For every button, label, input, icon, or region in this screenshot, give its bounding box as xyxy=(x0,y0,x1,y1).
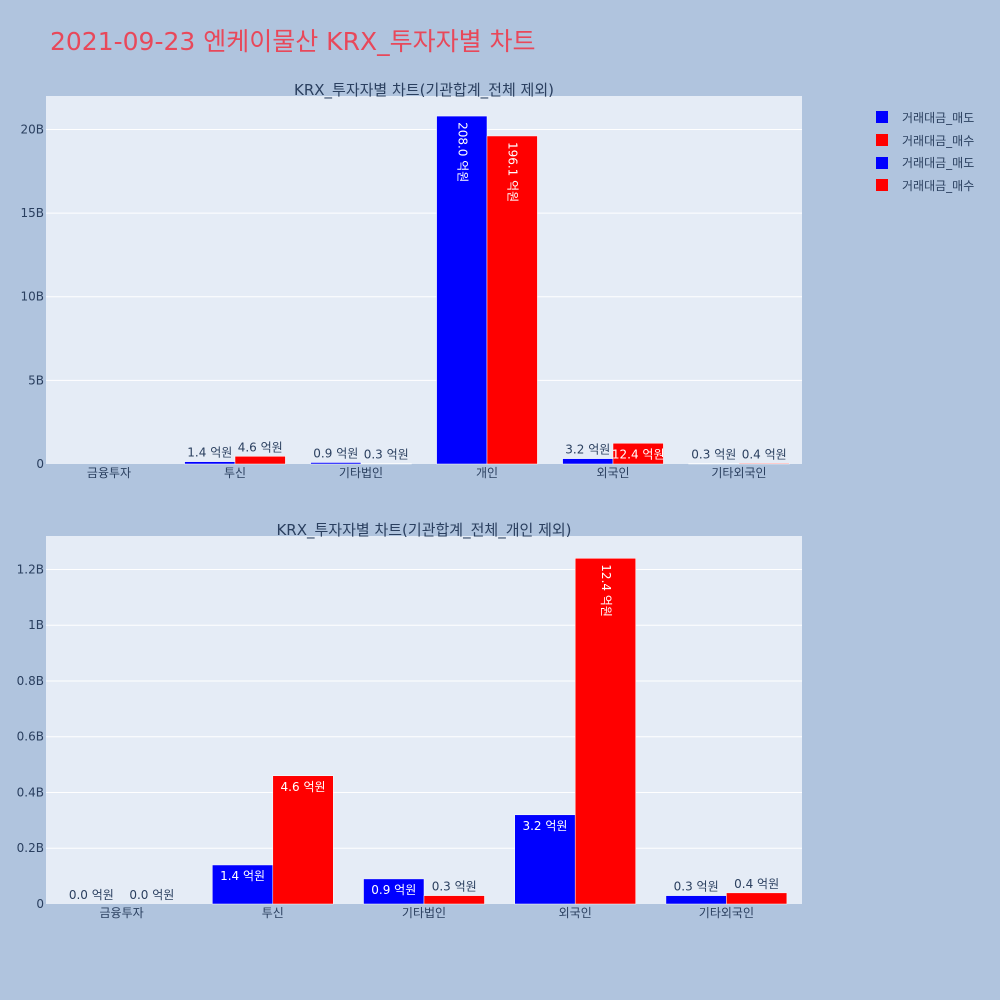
bar-value-label: 1.4 억원 xyxy=(220,869,265,883)
bar-sell[interactable] xyxy=(514,814,576,905)
x-tick-label: 외국인 xyxy=(559,906,592,920)
y-tick-label: 1B xyxy=(28,618,44,632)
legend-swatch-icon xyxy=(876,179,888,192)
legend[interactable]: 거래대금_매도 거래대금_매수 거래대금_매도 거래대금_매수 xyxy=(876,106,974,197)
x-tick-label: 기타외국인 xyxy=(699,906,754,920)
x-tick-label: 금융투자 xyxy=(87,466,131,480)
bar-value-label: 3.2 억원 xyxy=(522,819,567,833)
x-tick-label: 기타법인 xyxy=(402,906,446,920)
y-tick-label: 0.8B xyxy=(17,674,44,688)
bar-sell[interactable] xyxy=(436,115,488,465)
y-tick-label: 1.2B xyxy=(17,562,44,576)
x-tick-label: 금융투자 xyxy=(100,906,144,920)
y-tick-label: 0 xyxy=(36,457,44,471)
legend-label: 거래대금_매도 xyxy=(902,110,975,125)
bar-value-label: 208.0 억원 xyxy=(455,122,469,182)
bar-value-label: 0.3 억원 xyxy=(674,880,719,894)
legend-swatch-icon xyxy=(876,134,888,147)
legend-item-sell-1[interactable]: 거래대금_매도 xyxy=(876,106,974,129)
legend-item-buy-1[interactable]: 거래대금_매수 xyxy=(876,129,974,152)
bar-value-label: 1.4 억원 xyxy=(187,446,232,460)
bar-buy[interactable] xyxy=(486,135,538,465)
y-tick-label: 0.2B xyxy=(17,841,44,855)
bar-value-label: 0.3 억원 xyxy=(432,880,477,894)
bar-buy[interactable] xyxy=(612,443,664,465)
bar-sell[interactable] xyxy=(688,463,740,465)
y-tick-label: 5B xyxy=(28,373,44,387)
bar-sell[interactable] xyxy=(562,458,614,465)
subplot-title: KRX_투자자별 차트(기관합계_전체_개인 제외) xyxy=(276,521,571,540)
bar-value-label: 0.0 억원 xyxy=(69,888,114,902)
bar-buy[interactable] xyxy=(726,892,788,905)
bar-value-label: 0.9 억원 xyxy=(371,883,416,897)
bar-value-label: 12.4 억원 xyxy=(612,447,665,461)
legend-label: 거래대금_매수 xyxy=(902,133,975,148)
plot-area xyxy=(46,536,802,904)
x-tick-label: 투신 xyxy=(262,906,284,920)
x-tick-label: 외국인 xyxy=(596,466,629,480)
bar-value-label: 0.0 억원 xyxy=(129,888,174,902)
y-tick-label: 0 xyxy=(36,897,44,911)
subplot-title: KRX_투자자별 차트(기관합계_전체 제외) xyxy=(294,81,554,100)
x-tick-label: 개인 xyxy=(476,466,498,480)
bar-buy[interactable] xyxy=(360,463,412,465)
bar-buy[interactable] xyxy=(423,895,485,905)
x-tick-label: 기타외국인 xyxy=(711,466,766,480)
bar-sell[interactable] xyxy=(212,864,274,905)
bar-value-label: 12.4 억원 xyxy=(599,564,613,617)
bar-buy[interactable] xyxy=(738,463,790,465)
y-tick-label: 0.6B xyxy=(17,730,44,744)
bar-buy[interactable] xyxy=(234,456,286,465)
bar-sell[interactable] xyxy=(310,462,362,465)
bar-value-label: 3.2 억원 xyxy=(565,443,610,457)
y-tick-label: 20B xyxy=(20,122,44,136)
bar-value-label: 0.3 억원 xyxy=(364,447,409,461)
legend-item-sell-2[interactable]: 거래대금_매도 xyxy=(876,151,974,174)
legend-item-buy-2[interactable]: 거래대금_매수 xyxy=(876,174,974,197)
legend-swatch-icon xyxy=(876,111,888,124)
bar-value-label: 0.9 억원 xyxy=(313,446,358,460)
bar-sell[interactable] xyxy=(184,461,236,465)
y-tick-label: 15B xyxy=(20,206,44,220)
bar-value-label: 196.1 억원 xyxy=(506,142,520,202)
legend-label: 거래대금_매도 xyxy=(902,156,975,171)
bar-value-label: 0.4 억원 xyxy=(742,447,787,461)
y-tick-label: 0.4B xyxy=(17,785,44,799)
bar-sell[interactable] xyxy=(665,895,727,905)
bar-value-label: 4.6 억원 xyxy=(238,440,283,454)
x-tick-label: 투신 xyxy=(224,466,246,480)
bar-buy[interactable] xyxy=(574,558,636,905)
x-tick-label: 기타법인 xyxy=(339,466,383,480)
legend-label: 거래대금_매수 xyxy=(902,178,975,193)
bar-sell[interactable] xyxy=(363,878,425,905)
bar-value-label: 4.6 억원 xyxy=(281,780,326,794)
bar-value-label: 0.4 억원 xyxy=(734,877,779,891)
page-title: 2021-09-23 엔케이물산 KRX_투자자별 차트 xyxy=(50,27,536,56)
y-tick-label: 10B xyxy=(20,290,44,304)
bar-value-label: 0.3 억원 xyxy=(691,447,736,461)
plot-area xyxy=(46,96,802,464)
legend-swatch-icon xyxy=(876,156,888,169)
bar-buy[interactable] xyxy=(272,775,334,905)
